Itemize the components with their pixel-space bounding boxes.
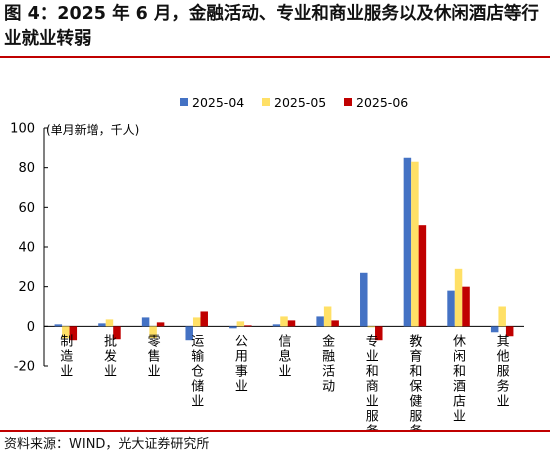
bar xyxy=(280,316,288,327)
bar xyxy=(454,268,463,327)
bar xyxy=(229,326,237,329)
bar xyxy=(105,319,114,327)
unit-label: (单月新增，千人) xyxy=(46,122,139,137)
legend-swatch xyxy=(262,98,270,106)
bar xyxy=(69,326,78,341)
chart-axes: -20 0 20 40 60 80 100 xyxy=(10,122,524,375)
bar xyxy=(236,321,245,327)
bar xyxy=(113,326,121,340)
legend-label: 2025-05 xyxy=(274,95,326,110)
bar xyxy=(447,290,455,327)
bar xyxy=(418,225,427,327)
category-label: 公用事业 xyxy=(235,334,248,394)
y-tick-label: 60 xyxy=(18,201,35,216)
bar xyxy=(490,326,499,333)
bar xyxy=(323,306,332,327)
bar xyxy=(403,157,412,327)
bar xyxy=(462,286,470,327)
source-divider xyxy=(0,430,550,432)
source-note: 资料来源：WIND，光大证券研究所 xyxy=(4,437,210,452)
chart-bars xyxy=(54,157,514,341)
y-tick-label: 80 xyxy=(18,161,35,176)
category-label: 其他服务业 xyxy=(497,334,510,409)
bar xyxy=(156,322,165,327)
bar xyxy=(498,306,506,327)
y-tick-label: 0 xyxy=(27,320,35,335)
category-label: 运输仓储业 xyxy=(191,334,204,409)
bar xyxy=(192,317,201,327)
bar xyxy=(200,311,208,327)
bar xyxy=(54,324,63,327)
bar xyxy=(149,326,157,339)
bar xyxy=(367,326,376,328)
legend-label: 2025-06 xyxy=(356,95,408,110)
chart-legend: 2025-04 2025-05 2025-06 xyxy=(180,95,408,110)
bar xyxy=(141,317,150,327)
title-divider xyxy=(0,56,550,58)
category-label: 信息业 xyxy=(278,334,291,379)
y-tick-label: 100 xyxy=(10,122,35,137)
category-label: 零售业 xyxy=(148,334,161,379)
category-label: 批发业 xyxy=(104,334,117,379)
legend-swatch xyxy=(344,98,352,106)
bar xyxy=(287,320,296,327)
bar xyxy=(185,326,193,341)
bar xyxy=(98,323,106,327)
legend-swatch xyxy=(180,98,188,106)
y-tick-label: 20 xyxy=(18,280,35,295)
bar xyxy=(331,320,339,327)
category-label: 金融活动 xyxy=(322,333,335,394)
category-label: 专业和商业服务 xyxy=(366,334,379,430)
figure-title: 图 4：2025 年 6 月，金融活动、专业和商业服务以及休闲酒店等行业就业转弱 xyxy=(4,4,539,49)
y-tick-label: -20 xyxy=(14,360,35,375)
bar xyxy=(316,316,324,327)
bar xyxy=(375,326,383,341)
bar-chart: 2025-04 2025-05 2025-06 (单月新增，千人) -20 0 20 40… xyxy=(10,95,524,430)
bar xyxy=(272,324,281,327)
bar xyxy=(505,326,514,337)
bar xyxy=(411,161,419,327)
category-label: 休闲和酒店业 xyxy=(453,334,466,424)
bar xyxy=(244,325,252,327)
bar xyxy=(360,272,368,327)
y-tick-label: 40 xyxy=(18,241,35,256)
legend-label: 2025-04 xyxy=(192,95,244,110)
category-labels: 制造业 批发业 零售业 运输仓储业 公用事业 信息业 金融活动 专业和商业服务 教育和保健服务 休… xyxy=(60,333,509,430)
category-label: 制造业 xyxy=(60,334,73,379)
category-label: 教育和保健服务 xyxy=(409,333,422,430)
bar xyxy=(62,326,70,339)
